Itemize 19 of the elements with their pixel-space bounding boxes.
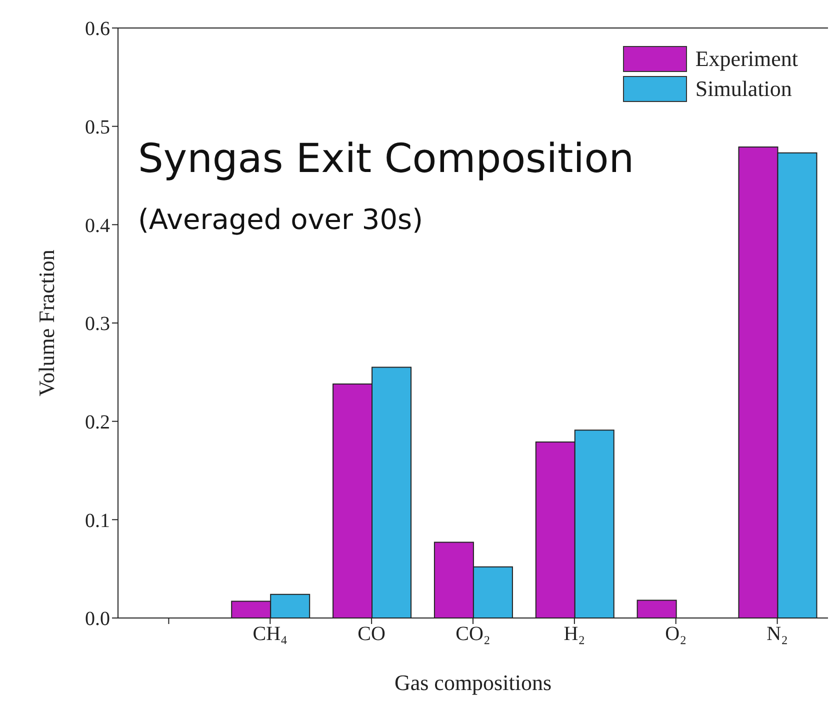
x-tick-label: N₂ (766, 623, 788, 646)
y-tick-label: 0.3 (85, 313, 110, 336)
x-tick-label: O₂ (665, 623, 687, 646)
y-tick-label: 0.4 (85, 214, 110, 237)
legend-label: Experiment (695, 46, 798, 72)
legend-label: Simulation (695, 76, 792, 102)
y-tick-label: 0.1 (85, 510, 110, 532)
y-axis-title: Volume Fraction (34, 250, 59, 396)
x-tick-label: CH₄ (252, 623, 288, 646)
y-tick-label: 0.6 (85, 18, 110, 40)
x-tick-label: CO (358, 623, 386, 646)
x-tick-label: CO₂ (456, 623, 490, 646)
x-axis-title: Gas compositions (394, 670, 552, 695)
y-tick-label: 0.5 (85, 116, 110, 138)
text: (Averaged over 30s) (138, 203, 424, 236)
text: Syngas Exit Composition (138, 136, 634, 182)
x-tick-label: H₂ (564, 623, 586, 646)
y-tick-label: 0.2 (85, 411, 110, 434)
y-tick-label: 0.0 (85, 608, 110, 630)
